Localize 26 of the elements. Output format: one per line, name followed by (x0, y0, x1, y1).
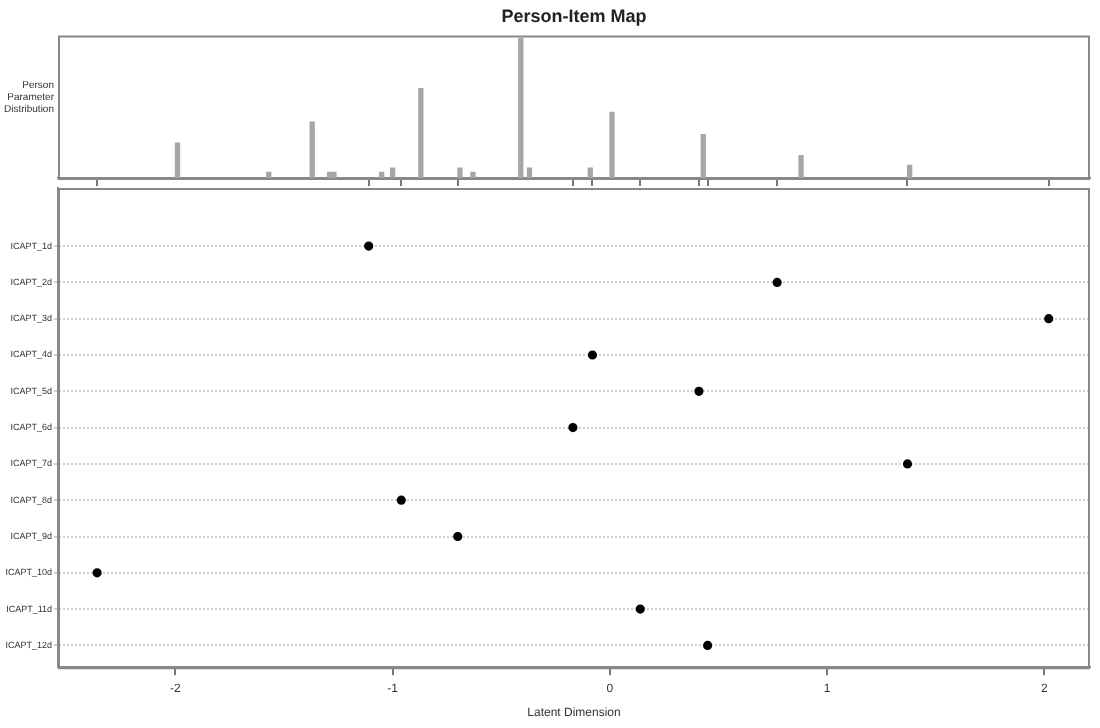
bar (418, 87, 424, 178)
point (396, 495, 406, 505)
bar (518, 37, 524, 178)
bar (331, 171, 337, 178)
bar (379, 171, 385, 178)
point (92, 568, 102, 578)
bar (798, 155, 804, 178)
chart-title: Person-Item Map (501, 5, 648, 26)
bar (609, 111, 615, 178)
bar (266, 171, 272, 178)
point (694, 386, 704, 396)
point (587, 350, 598, 360)
bar (907, 164, 913, 178)
bar (174, 142, 181, 178)
bar (309, 121, 315, 178)
point (772, 277, 782, 287)
bar (470, 171, 476, 178)
point (703, 640, 713, 651)
point (902, 459, 913, 469)
bar (457, 167, 463, 178)
point (1044, 314, 1054, 324)
point (635, 604, 645, 614)
point (364, 241, 374, 251)
bar (700, 134, 706, 178)
point (568, 423, 578, 433)
point (453, 531, 463, 542)
